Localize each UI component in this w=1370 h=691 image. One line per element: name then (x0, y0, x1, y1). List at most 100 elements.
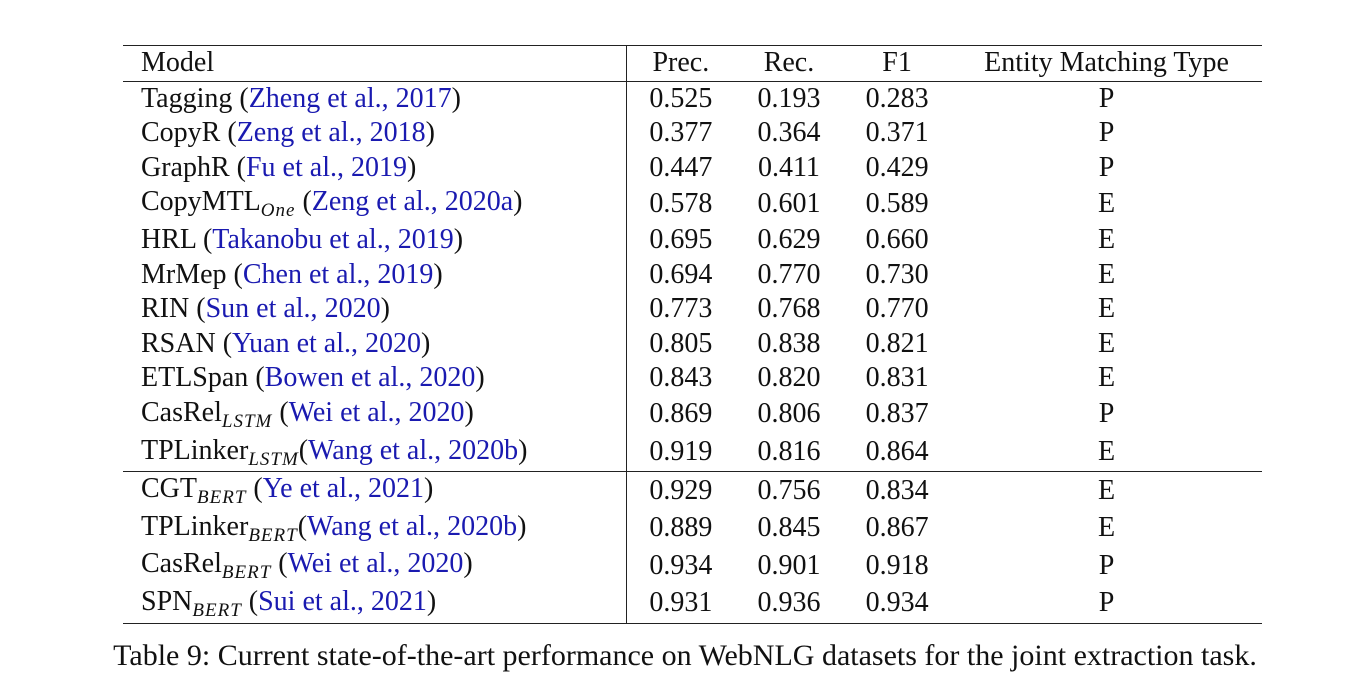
f1-cell: 0.934 (865, 587, 929, 619)
model-name: TPLinker (141, 434, 249, 466)
f1-cell: 0.821 (865, 327, 929, 359)
close-paren: ) (433, 258, 443, 290)
close-paren: ) (421, 327, 431, 359)
entity-matching-type-cell: E (1098, 293, 1116, 325)
citation-year-link[interactable]: 2019 (350, 151, 407, 183)
table-row: CasRelLSTM (Wei et al., 2020) 0.869 0.806 0… (123, 395, 1262, 434)
citation-authors-link[interactable]: Ye et al., (262, 473, 368, 505)
open-paren: ( (272, 396, 289, 428)
citation-year-link[interactable]: 2021 (367, 473, 424, 505)
header-model: Model (123, 45, 627, 82)
model-name: CGT (141, 473, 197, 505)
table-row: CopyR (Zeng et al., 2018) 0.377 0.364 0.371… (123, 116, 1262, 151)
citation-year-link[interactable]: 2020 (419, 362, 476, 394)
close-paren: ) (464, 396, 474, 428)
citation-authors-link[interactable]: Bowen et al., (264, 362, 420, 394)
citation-authors-link[interactable]: Yuan et al., (232, 327, 365, 359)
f1-cell: 0.730 (865, 258, 929, 290)
recall-cell: 0.629 (757, 223, 821, 255)
recall-cell: 0.806 (757, 398, 821, 430)
precision-cell: 0.805 (649, 327, 713, 359)
model-subscript: BERT (197, 487, 247, 509)
recall-cell: 0.364 (757, 117, 821, 149)
citation-authors-link[interactable]: Fu et al., (245, 151, 351, 183)
citation-year-link[interactable]: 2020 (408, 396, 465, 428)
citation-year-link[interactable]: 2019 (397, 223, 454, 255)
table-row: ETLSpan (Bowen et al., 2020) 0.843 0.820 0.… (123, 361, 1262, 396)
recall-cell: 0.820 (757, 362, 821, 394)
citation-year-link[interactable]: 2020a (444, 186, 514, 218)
f1-cell: 0.837 (865, 398, 929, 430)
citation-year-link[interactable]: 2019 (377, 258, 434, 290)
citation-authors-link[interactable]: Takanobu et al., (212, 223, 398, 255)
entity-matching-type-cell: E (1098, 187, 1116, 219)
open-paren: ( (189, 293, 206, 325)
model-cell: RSAN (Yuan et al., 2020) (123, 326, 627, 362)
model-cell: TPLinkerLSTM(Wang et al., 2020b) (123, 433, 627, 472)
citation-authors-link[interactable]: Wei et al., (288, 396, 409, 428)
citation-authors-link[interactable]: Wang et al., (308, 434, 449, 466)
header-precision: Prec. (652, 47, 710, 78)
precision-cell: 0.919 (649, 436, 713, 468)
citation-year-link[interactable]: 2020 (324, 293, 381, 325)
precision-cell: 0.869 (649, 398, 713, 430)
citation-authors-link[interactable]: Chen et al., (242, 258, 378, 290)
table-row: HRL (Takanobu et al., 2019) 0.695 0.629 0.6… (123, 222, 1262, 258)
citation-authors-link[interactable]: Wang et al., (307, 510, 448, 542)
f1-cell: 0.834 (865, 474, 929, 506)
model-subscript: BERT (192, 599, 242, 621)
citation-year-link[interactable]: 2020b (448, 434, 519, 466)
model-subscript: BERT (248, 524, 298, 546)
citation-authors-link[interactable]: Wei et al., (287, 548, 408, 580)
open-paren: ( (295, 186, 312, 218)
citation-year-link[interactable]: 2021 (370, 585, 427, 617)
recall-cell: 0.845 (757, 512, 821, 544)
entity-matching-type-cell: P (1098, 587, 1115, 619)
close-paren: ) (518, 434, 528, 466)
precision-cell: 0.843 (649, 362, 713, 394)
close-paren: ) (463, 548, 473, 580)
precision-cell: 0.695 (649, 223, 713, 255)
model-cell: GraphR (Fu et al., 2019) (123, 150, 627, 186)
f1-cell: 0.283 (865, 82, 929, 114)
open-paren: ( (195, 223, 213, 255)
citation-authors-link[interactable]: Zheng et al., (248, 82, 396, 114)
model-cell: HRL (Takanobu et al., 2019) (123, 222, 627, 258)
entity-matching-type-cell: P (1098, 398, 1115, 430)
citation-year-link[interactable]: 2020 (365, 327, 421, 359)
recall-cell: 0.601 (757, 187, 821, 219)
f1-cell: 0.918 (865, 549, 929, 581)
header-f1: F1 (882, 47, 912, 78)
model-subscript: BERT (221, 562, 272, 584)
citation-authors-link[interactable]: Zeng et al., (236, 117, 370, 149)
citation-year-link[interactable]: 2018 (369, 117, 426, 149)
citation-authors-link[interactable]: Zeng et al., (311, 186, 445, 218)
citation-authors-link[interactable]: Sun et al., (205, 293, 325, 325)
model-name: Tagging (141, 82, 233, 114)
precision-cell: 0.934 (649, 549, 713, 581)
table-row: RSAN (Yuan et al., 2020) 0.805 0.838 0.821 E (123, 326, 1262, 362)
close-paren: ) (426, 585, 437, 617)
recall-cell: 0.901 (757, 549, 821, 581)
model-name: CopyMTL (141, 186, 261, 218)
close-paren: ) (423, 473, 434, 505)
citation-authors-link[interactable]: Sui et al., (258, 585, 371, 617)
model-cell: CasRelBERT (Wei et al., 2020) (123, 547, 627, 585)
precision-cell: 0.694 (649, 258, 713, 290)
model-cell: CopyMTLOne (Zeng et al., 2020a) (123, 185, 627, 223)
f1-cell: 0.429 (865, 151, 929, 183)
model-subscript: One (260, 200, 296, 222)
citation-year-link[interactable]: 2020 (407, 548, 464, 580)
table-row: MrMep (Chen et al., 2019) 0.694 0.770 0.730… (123, 257, 1262, 293)
citation-year-link[interactable]: 2017 (395, 82, 452, 114)
header-row: Model Prec. Rec. F1 Entity Matching Type (123, 45, 1262, 82)
precision-cell: 0.578 (649, 187, 713, 219)
entity-matching-type-cell: E (1098, 327, 1116, 359)
close-paren: ) (453, 223, 464, 255)
model-cell: SPNBERT (Sui et al., 2021) (123, 584, 627, 623)
model-cell: Tagging (Zheng et al., 2017) (123, 81, 627, 117)
model-cell: CasRelLSTM (Wei et al., 2020) (123, 395, 627, 434)
results-table: Model Prec. Rec. F1 Entity Matching Type… (123, 45, 1262, 624)
open-paren: ( (229, 151, 246, 183)
citation-year-link[interactable]: 2020b (447, 510, 518, 542)
